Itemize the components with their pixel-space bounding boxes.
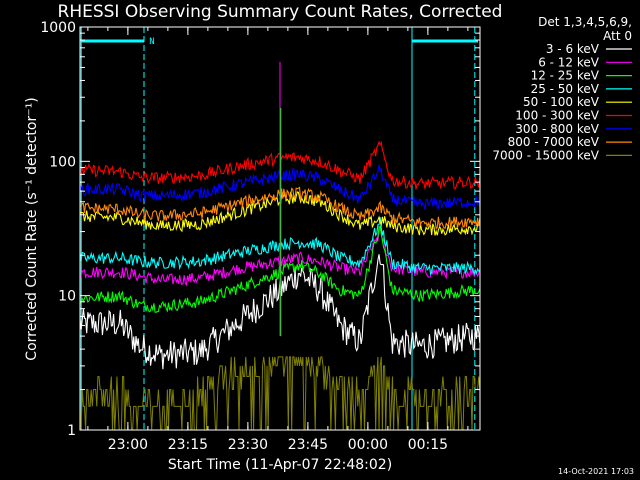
x-tick-label: 00:15 [408, 437, 448, 453]
legend-entry-label: 6 - 12 keV [538, 55, 600, 69]
legend-entry-label: 7000 - 15000 keV [492, 148, 599, 162]
y-tick-label: 1 [67, 423, 76, 439]
x-tick-label: 23:00 [108, 437, 148, 453]
legend-entry-label: 800 - 7000 keV [508, 135, 600, 149]
x-axis-label: Start Time (11-Apr-07 22:48:02) [168, 457, 392, 473]
x-tick-label: 23:15 [168, 437, 208, 453]
legend-header-line1: Det 1,3,4,5,6,9, [538, 15, 632, 29]
legend-entry-label: 300 - 800 keV [515, 122, 599, 136]
chart-title: RHESSI Observing Summary Count Rates, Co… [58, 2, 503, 22]
legend-header-line2: Att 0 [603, 29, 632, 43]
overlay-markers: N [80, 27, 478, 430]
x-tick-label: 00:00 [348, 437, 388, 453]
x-tick-label: 23:30 [228, 437, 268, 453]
y-tick-label: 1000 [40, 20, 76, 36]
x-tick-label: 23:45 [288, 437, 328, 453]
legend-entry-label: 100 - 300 keV [515, 109, 599, 123]
axis-ticks: 23:00 23:15 23:30 23:45 00:00 00:15 1 10 100 1000 [40, 20, 480, 453]
y-tick-label: 100 [49, 154, 76, 170]
legend-entry-label: 3 - 6 keV [546, 42, 600, 56]
footer-timestamp: 14-Oct-2021 17:03 [558, 467, 634, 476]
series-line [79, 356, 481, 431]
night-annotation: N [149, 37, 154, 47]
plot-frame [79, 26, 481, 431]
y-tick-label: 10 [58, 289, 76, 305]
y-axis-label: Corrected Count Rate (s⁻¹ detector⁻¹) [24, 97, 40, 360]
series-layer [79, 61, 481, 431]
legend-entry-label: 12 - 25 keV [531, 69, 600, 83]
legend-entry-label: 25 - 50 keV [531, 82, 600, 96]
legend-entry-label: 50 - 100 keV [523, 95, 600, 109]
